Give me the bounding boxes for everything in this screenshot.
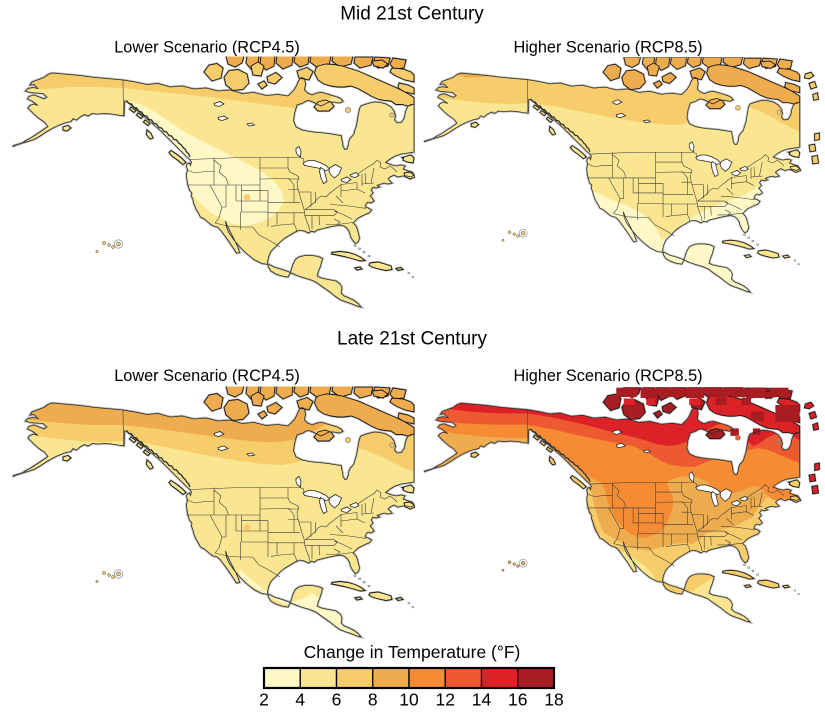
- svg-text:16: 16: [508, 690, 527, 710]
- svg-text:2: 2: [259, 690, 269, 710]
- svg-text:Lower Scenario (RCP4.5): Lower Scenario (RCP4.5): [114, 39, 300, 57]
- svg-text:12: 12: [436, 690, 455, 710]
- svg-text:14: 14: [472, 690, 492, 710]
- svg-text:Higher Scenario (RCP8.5): Higher Scenario (RCP8.5): [513, 367, 702, 385]
- svg-text:10: 10: [399, 690, 419, 710]
- svg-text:Higher Scenario (RCP8.5): Higher Scenario (RCP8.5): [513, 39, 702, 57]
- svg-text:4: 4: [295, 690, 305, 710]
- svg-text:Late 21st Century: Late 21st Century: [337, 329, 487, 350]
- svg-text:8: 8: [368, 690, 378, 710]
- svg-text:Lower Scenario (RCP4.5): Lower Scenario (RCP4.5): [114, 367, 300, 385]
- svg-text:Change in Temperature (°F): Change in Temperature (°F): [304, 642, 521, 662]
- svg-text:18: 18: [544, 690, 563, 710]
- svg-text:6: 6: [332, 690, 342, 710]
- svg-text:Mid 21st Century: Mid 21st Century: [340, 4, 484, 25]
